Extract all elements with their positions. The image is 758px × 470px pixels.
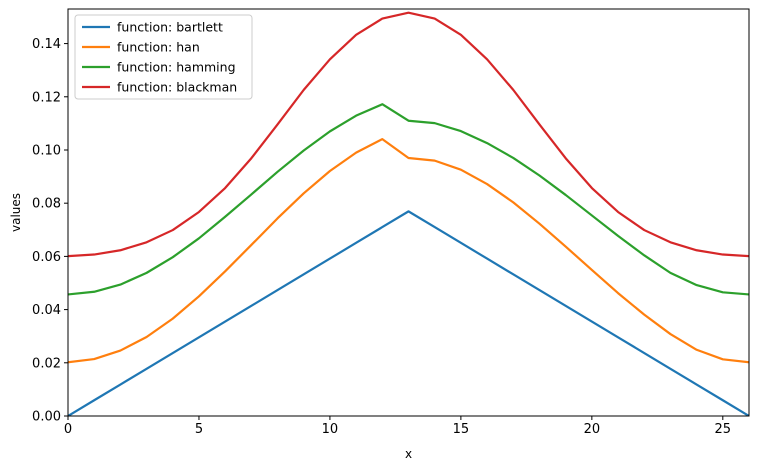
y-tick-label: 0.06 — [32, 250, 61, 265]
legend-label-1: function: han — [117, 40, 200, 55]
series-layer — [68, 11, 749, 416]
legend-box — [74, 14, 253, 100]
series-line-0 — [68, 210, 749, 416]
x-tick-label: 25 — [715, 422, 732, 437]
y-tick-label: 0.02 — [32, 356, 61, 371]
legend-label-2: function: hamming — [117, 60, 236, 75]
series-line-3 — [68, 11, 749, 258]
x-tick-label: 15 — [453, 422, 470, 437]
y-tick-label: 0.10 — [32, 143, 61, 158]
legend: function: bartlett function: han function:… — [74, 14, 253, 100]
x-tick-label: 10 — [322, 422, 339, 437]
x-axis-label: x — [405, 447, 412, 461]
x-tick-label: 0 — [64, 422, 72, 437]
y-axis-ticks: 0.00 0.02 0.04 0.06 0.08 0.10 0.12 0.14 — [32, 37, 68, 425]
y-tick-label: 0.14 — [32, 37, 61, 52]
y-tick-label: 0.04 — [32, 303, 61, 318]
legend-label-0: function: bartlett — [117, 20, 223, 35]
x-axis-ticks: 0 5 10 15 20 25 — [64, 416, 731, 437]
series-line-2 — [68, 103, 749, 296]
y-tick-label: 0.00 — [32, 410, 61, 425]
y-axis-label: values — [9, 193, 23, 232]
y-tick-label: 0.12 — [32, 90, 61, 105]
series-line-1 — [68, 137, 749, 364]
y-tick-label: 0.08 — [32, 197, 61, 212]
axes-frame — [67, 8, 750, 417]
legend-label-3: function: blackman — [117, 80, 237, 95]
x-tick-label: 20 — [584, 422, 601, 437]
x-tick-label: 5 — [195, 422, 203, 437]
